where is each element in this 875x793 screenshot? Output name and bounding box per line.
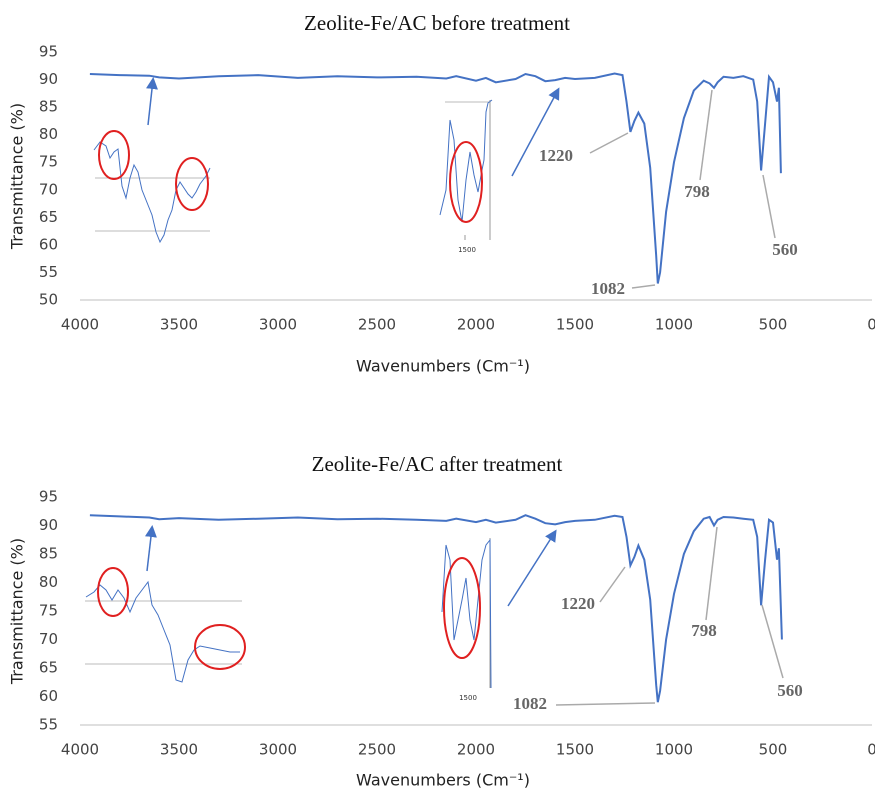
x-tick-label: 0 — [867, 316, 875, 334]
x-tick-label: 1000 — [655, 741, 693, 759]
y-tick-label: 55 — [39, 263, 58, 281]
y-tick-label: 70 — [39, 180, 58, 198]
annotation-leader — [599, 566, 626, 603]
chart-title: Zeolite-Fe/AC after treatment — [312, 452, 563, 476]
x-tick-label: 2500 — [358, 316, 396, 334]
annotation-leader — [589, 132, 629, 154]
x-tick-label: 2000 — [457, 316, 495, 334]
x-tick-label: 1000 — [655, 316, 693, 334]
x-tick-label: 4000 — [61, 741, 99, 759]
inset-tick-label: 1500 — [459, 694, 477, 702]
x-tick-label: 1500 — [556, 741, 594, 759]
x-tick-label: 2500 — [358, 741, 396, 759]
annotation: 1082 — [591, 279, 625, 298]
annotation-leader — [631, 284, 656, 289]
insets: 1500 1500 — [85, 77, 560, 702]
spectrum-line — [89, 72, 782, 284]
y-tick-label: 60 — [39, 687, 58, 705]
x-tick-label: 4000 — [61, 316, 99, 334]
y-tick-label: 95 — [39, 43, 58, 61]
annotation: 1220 — [539, 146, 573, 165]
x-tick-label: 3000 — [259, 316, 297, 334]
y-tick-label: 55 — [39, 716, 58, 734]
y-tick-label: 85 — [39, 545, 58, 563]
annotation-leader — [699, 89, 713, 181]
x-axis-label: Wavenumbers (Cm⁻¹) — [356, 771, 530, 790]
y-tick-label: 75 — [39, 602, 58, 620]
y-tick-label: 70 — [39, 630, 58, 648]
x-tick-label: 500 — [759, 741, 788, 759]
chart-title: Zeolite-Fe/AC before treatment — [304, 11, 570, 35]
x-tick-label: 3000 — [259, 741, 297, 759]
y-tick-label: 65 — [39, 659, 58, 677]
x-tick-label: 0 — [867, 741, 875, 759]
y-axis-label: Transmittance (%) — [8, 538, 27, 685]
x-tick-label: 1500 — [556, 316, 594, 334]
y-tick-label: 95 — [39, 488, 58, 506]
annotation-leader — [705, 526, 718, 621]
y-tick-label: 85 — [39, 98, 58, 116]
y-axis-label: Transmittance (%) — [8, 103, 27, 250]
spectrum-line — [89, 514, 783, 703]
y-tick-label: 75 — [39, 153, 58, 171]
y-tick-label: 90 — [39, 70, 58, 88]
x-tick-label: 3500 — [160, 316, 198, 334]
y-tick-label: 50 — [39, 291, 58, 309]
x-tick-label: 3500 — [160, 741, 198, 759]
y-tick-label: 80 — [39, 573, 58, 591]
annotation-leader — [761, 604, 784, 679]
annotation: 1220 — [561, 594, 595, 613]
x-axis-label: Wavenumbers (Cm⁻¹) — [356, 357, 530, 376]
annotation: 560 — [777, 681, 803, 700]
x-tick-label: 2000 — [457, 741, 495, 759]
y-tick-label: 60 — [39, 235, 58, 253]
annotation: 1082 — [513, 694, 547, 713]
y-tick-label: 90 — [39, 516, 58, 534]
annotation: 798 — [684, 182, 710, 201]
y-tick-label: 80 — [39, 125, 58, 143]
x-tick-label: 500 — [759, 316, 788, 334]
annotation-leader — [762, 174, 776, 239]
annotation: 798 — [691, 621, 717, 640]
annotation: 560 — [772, 240, 798, 259]
y-tick-label: 65 — [39, 208, 58, 226]
annotation-leader — [555, 702, 656, 706]
inset-tick-label: 1500 — [458, 246, 476, 254]
